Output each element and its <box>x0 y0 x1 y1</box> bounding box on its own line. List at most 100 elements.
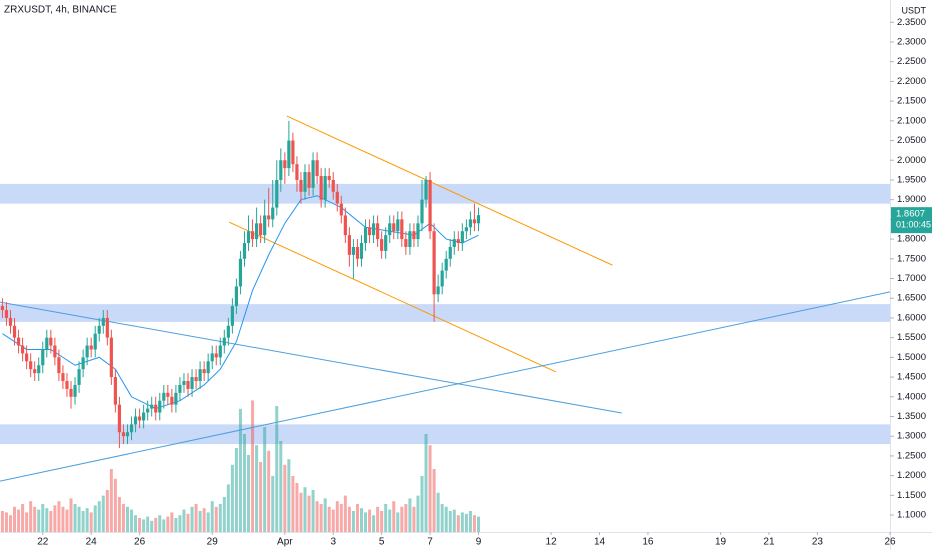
candle-body <box>73 384 77 397</box>
candle-body <box>259 223 263 236</box>
volume-bar <box>476 516 480 532</box>
y-tick-label: 2.2500 <box>897 56 926 67</box>
candle-body <box>291 140 295 165</box>
candle-body <box>428 179 432 232</box>
x-tick-label: 19 <box>715 537 727 548</box>
volume-bar <box>238 408 242 532</box>
candle-body <box>267 215 271 220</box>
volume-bar <box>29 501 33 532</box>
volume-bar <box>65 509 69 532</box>
x-tick-label: 16 <box>642 537 654 548</box>
volume-bar <box>319 504 323 532</box>
volume-bar <box>464 513 468 532</box>
candle-body <box>254 223 259 240</box>
volume-bar <box>21 504 25 532</box>
volume-bar <box>472 515 476 532</box>
candle-body <box>8 317 13 326</box>
volume-bar <box>109 469 113 532</box>
y-tick-label: 1.1000 <box>897 510 926 521</box>
candle-body <box>85 345 89 358</box>
axes: 1.1000 1.1500 1.2000 1.2500 1.3000 1.3500 1.40… <box>37 17 932 548</box>
x-tick-label: 29 <box>207 537 219 548</box>
volume-bar <box>142 519 146 532</box>
volume-bar <box>283 464 287 532</box>
candle-body <box>20 345 25 354</box>
volume-bar <box>364 512 368 532</box>
price-unit: USDT <box>902 5 927 15</box>
volume-bar <box>162 519 166 532</box>
volume-bar <box>13 506 17 532</box>
y-tick-label: 1.6000 <box>897 312 926 323</box>
y-tick-label: 1.9000 <box>897 194 926 205</box>
volume-bar <box>291 476 295 532</box>
volume-bar <box>380 511 384 532</box>
candle-body <box>65 381 69 389</box>
volume-bar <box>408 498 412 532</box>
candle-body <box>4 310 9 318</box>
volume-bar <box>214 506 218 532</box>
candle-body <box>16 337 21 346</box>
y-tick-label: 1.4000 <box>897 391 926 402</box>
candle-body <box>263 215 267 236</box>
candle-body <box>117 404 122 433</box>
volume-bar <box>412 506 416 532</box>
y-tick-label: 1.8000 <box>897 234 926 245</box>
last-price-box <box>891 207 932 234</box>
volume-bar <box>154 518 158 532</box>
arrow-shaft <box>505 145 536 190</box>
candle-body <box>323 176 327 200</box>
candle-body <box>133 416 138 425</box>
y-tick-label: 2.3500 <box>897 17 926 28</box>
candle-body <box>432 231 436 295</box>
volume-bar <box>259 462 263 532</box>
y-tick-label: 1.5000 <box>897 352 926 363</box>
volume-bar <box>97 501 101 532</box>
candle-body <box>327 176 331 180</box>
candle-body <box>400 219 404 240</box>
candle-body <box>303 172 307 192</box>
x-tick-label: 26 <box>134 537 146 548</box>
candle-body <box>89 345 93 350</box>
x-tick-label: 9 <box>476 537 482 548</box>
candle-body <box>186 381 190 389</box>
volume-bar <box>25 512 29 532</box>
volume-bar <box>327 506 331 532</box>
candle-body <box>190 377 194 389</box>
volume-bar <box>343 495 347 532</box>
volume-bar <box>150 520 154 532</box>
chart-title: ZRXUSDT, 4h, BINANCE <box>4 5 117 16</box>
candle-body <box>210 353 214 362</box>
candle-body <box>355 246 360 259</box>
y-tick-label: 2.2000 <box>897 76 926 87</box>
volume-bar <box>355 504 359 532</box>
volume-bar <box>41 504 45 532</box>
candle-body <box>154 404 158 413</box>
candle-body <box>371 223 376 236</box>
candle-body <box>81 357 85 370</box>
y-tick-label: 1.7500 <box>897 253 926 264</box>
x-tick-label: 5 <box>379 537 385 548</box>
x-tick-label: 14 <box>594 537 606 548</box>
candle-body <box>287 140 291 169</box>
candle-body <box>142 412 146 421</box>
candle-body <box>279 160 283 180</box>
candle-body <box>214 353 218 358</box>
candle-body <box>448 246 452 259</box>
candle-body <box>137 416 142 421</box>
volume-bar <box>400 506 404 532</box>
candle-body <box>105 317 109 338</box>
candle-body <box>0 306 5 311</box>
candle-body <box>347 235 351 255</box>
volume-bar <box>218 504 222 532</box>
candle-body <box>53 345 57 358</box>
volume-bar <box>468 511 472 532</box>
candle-body <box>25 353 29 362</box>
volume-bar <box>295 483 299 532</box>
trend-line <box>228 221 557 373</box>
candle-body <box>335 191 339 204</box>
volume-bar <box>404 504 408 532</box>
volume-bar <box>251 400 255 532</box>
candle-body <box>359 243 364 259</box>
candle-body <box>206 361 210 374</box>
candle-body <box>109 337 113 378</box>
